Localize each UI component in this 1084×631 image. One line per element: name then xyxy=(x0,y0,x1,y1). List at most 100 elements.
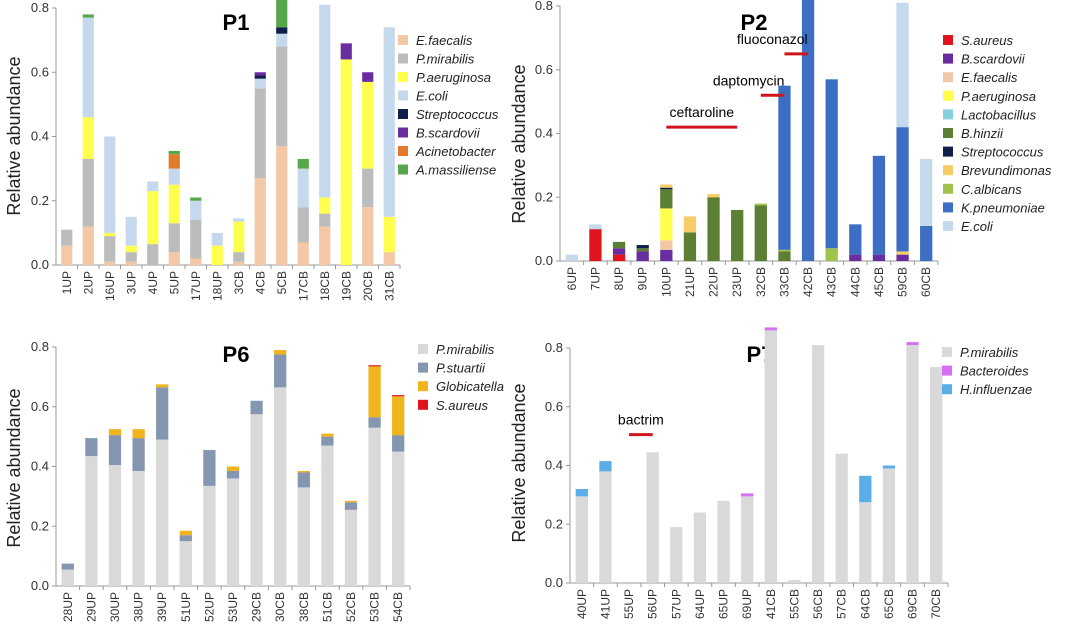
bar-segment xyxy=(319,213,331,227)
legend-swatch xyxy=(943,165,953,176)
legend-swatch xyxy=(942,365,952,376)
bar-segment xyxy=(321,445,334,586)
bar-segment xyxy=(211,232,223,246)
bar-segment xyxy=(132,438,145,471)
y-tick-label: 0.8 xyxy=(31,339,49,354)
bar-segment xyxy=(778,249,791,252)
x-tick-label: 56CB xyxy=(811,589,825,619)
bar-segment xyxy=(612,254,626,261)
bar-segment xyxy=(882,468,896,583)
legend-swatch xyxy=(398,53,408,64)
y-tick-label: 0.2 xyxy=(535,189,553,204)
bar-segment xyxy=(156,384,169,388)
bar-segment xyxy=(104,136,116,233)
panel-p2: P2 Relative abundance 0.0 0.2 0.4 0.6 0.8 6UP… xyxy=(509,0,1052,297)
legend-swatch xyxy=(398,146,408,156)
x-tick-label: 29CB xyxy=(250,592,264,622)
legend-label: B.hinzii xyxy=(961,126,1004,141)
x-tick-label: 17UP xyxy=(189,271,203,301)
y-axis-label-p1: Relative abundance xyxy=(4,56,24,215)
x-tick-label: 40UP xyxy=(575,589,589,619)
x-tick-label: 38CB xyxy=(297,592,311,622)
x-tick-label: 64CB xyxy=(858,589,872,619)
bar-segment xyxy=(344,502,358,510)
bar-segment xyxy=(660,208,673,241)
bar-segment xyxy=(707,194,720,198)
y-tick-label: 0.0 xyxy=(31,578,49,593)
bar-segment xyxy=(321,433,334,437)
bar-segment xyxy=(612,248,626,255)
bar-segment xyxy=(362,207,374,265)
x-tick-label: 38UP xyxy=(132,592,146,622)
bar-segment xyxy=(383,252,395,265)
bar-segment xyxy=(849,224,862,255)
x-tick-label: 56UP xyxy=(646,589,660,619)
x-tick-label: 60CB xyxy=(919,267,933,297)
legend-swatch xyxy=(943,90,953,101)
bar-segment xyxy=(392,451,405,586)
x-tick-label: 33CB xyxy=(777,267,791,297)
x-tick-label: 30UP xyxy=(108,592,122,622)
legend-swatch xyxy=(943,146,953,157)
x-tick-label: 39UP xyxy=(155,592,169,622)
bar-segment xyxy=(707,197,720,261)
bar-segment xyxy=(599,461,612,472)
legend-label: B.scardovii xyxy=(416,126,481,141)
bar-segment xyxy=(383,27,395,217)
x-tick-label: 51UP xyxy=(179,592,193,622)
bar-segment xyxy=(368,417,381,428)
bar-segment xyxy=(896,127,909,252)
bar-segment xyxy=(125,252,137,262)
bar-segment xyxy=(168,154,180,169)
bar-segment xyxy=(362,72,374,82)
treatment-label: daptomycin xyxy=(713,72,785,88)
y-tick-label: 0.0 xyxy=(31,257,49,272)
bar-segment xyxy=(125,245,137,253)
panel-title-p6: P6 xyxy=(223,342,250,367)
bar-segment xyxy=(190,220,202,259)
bar-segment xyxy=(575,489,588,497)
x-tick-label: 2UP xyxy=(81,271,95,294)
bar-segment xyxy=(125,216,137,246)
bar-segment xyxy=(859,502,872,583)
bar-segment xyxy=(741,493,754,497)
bar-segment xyxy=(82,14,94,18)
treatment-label: fluoconazol xyxy=(737,31,808,47)
bar-segment xyxy=(276,33,288,47)
bar-segment xyxy=(203,450,216,486)
legend-swatch xyxy=(943,128,953,138)
y-tick-label: 0.2 xyxy=(31,518,49,533)
bar-segment xyxy=(778,85,791,250)
legend-swatch xyxy=(398,127,408,138)
bar-segment xyxy=(276,46,288,147)
y-tick-label: 0.4 xyxy=(31,129,49,144)
legend-label: E.faecalis xyxy=(961,70,1018,85)
bar-segment xyxy=(392,435,405,452)
bar-segment xyxy=(156,439,169,586)
bar-segment xyxy=(612,241,626,249)
legend-swatch xyxy=(942,384,952,395)
bar-segment xyxy=(147,191,159,245)
x-tick-label: 3CB xyxy=(232,271,246,294)
bar-segment xyxy=(233,261,245,265)
bar-segment xyxy=(906,345,919,583)
y-tick-label: 0.2 xyxy=(545,516,563,531)
x-tick-label: 6UP xyxy=(565,267,579,290)
x-tick-label: 57CB xyxy=(835,589,849,619)
x-tick-label: 41CB xyxy=(764,589,778,619)
bar-segment xyxy=(565,254,578,261)
bar-segment xyxy=(362,168,374,208)
x-tick-label: 4UP xyxy=(146,271,160,294)
bar-segment xyxy=(811,345,825,583)
y-tick-label: 0.0 xyxy=(535,253,553,268)
bar-segment xyxy=(340,59,352,266)
x-tick-label: 64UP xyxy=(693,589,707,619)
x-tick-label: 31CB xyxy=(382,271,396,301)
legend-label: A.massiliense xyxy=(415,163,496,178)
legend-swatch xyxy=(943,183,953,194)
bar-segment xyxy=(693,512,707,583)
x-tick-label: 65UP xyxy=(717,589,731,619)
bar-segment xyxy=(104,236,116,262)
bar-segment xyxy=(254,75,266,79)
